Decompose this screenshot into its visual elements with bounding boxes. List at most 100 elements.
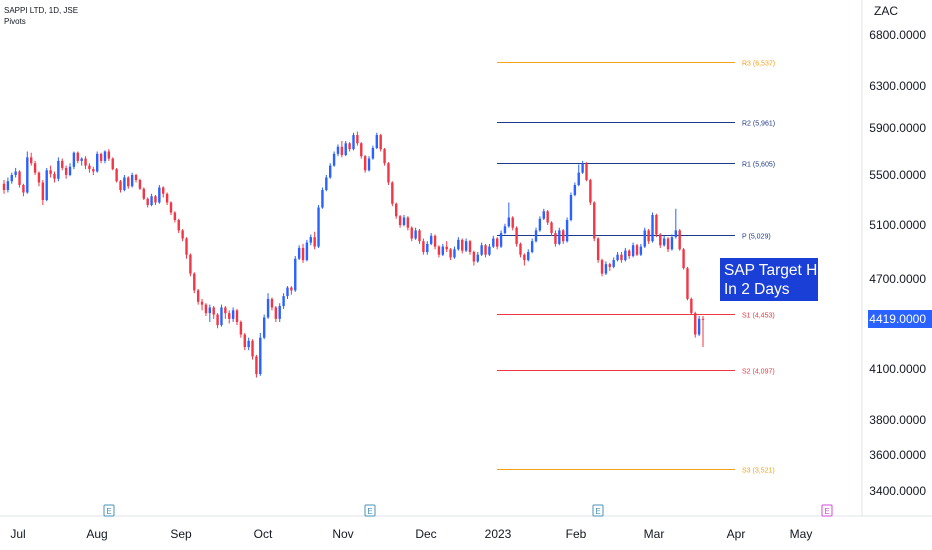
y-tick-label: 4100.0000 [869, 362, 926, 376]
candle-body [437, 246, 441, 255]
earnings-event-badge[interactable] [592, 504, 604, 517]
candle [453, 246, 456, 259]
candle-body [379, 135, 382, 150]
earnings-event-icon[interactable]: E [821, 504, 833, 517]
candle-body [259, 337, 262, 375]
candle-body [321, 190, 324, 208]
candle-body [53, 173, 56, 179]
earnings-event-badge[interactable] [364, 504, 376, 517]
candle-body [402, 217, 406, 225]
candle-body [624, 250, 627, 261]
candle [37, 171, 41, 187]
candle-body [457, 239, 460, 250]
candle [565, 217, 569, 243]
candle [515, 226, 518, 247]
candle [88, 163, 91, 173]
candle-body [29, 157, 33, 164]
candle [111, 157, 114, 171]
candle-body [659, 234, 662, 246]
candle-body [360, 143, 363, 157]
earnings-event-icon[interactable]: E [103, 504, 115, 517]
candle-body [375, 135, 379, 148]
candle [235, 308, 239, 326]
candle [41, 180, 45, 205]
pivot-label: R1 (5,605) [742, 162, 775, 169]
candle-body [488, 246, 491, 255]
candle-body [647, 230, 650, 242]
candle-body [593, 202, 596, 239]
candle-body [76, 152, 79, 161]
candle-body [154, 196, 157, 203]
candle [119, 180, 122, 193]
candle-body [348, 143, 351, 150]
x-tick-label: May [790, 527, 813, 541]
candle [550, 221, 553, 236]
candle-body [639, 246, 643, 255]
candle-body [274, 307, 278, 319]
candle [18, 170, 21, 188]
candle-body [573, 185, 577, 195]
candle-body [68, 166, 72, 175]
candle-body [49, 170, 52, 174]
candle [581, 160, 584, 174]
candle-body [414, 230, 417, 239]
candle-body [472, 252, 476, 262]
candle-body [270, 298, 274, 308]
candle-body [99, 153, 103, 161]
candle-body [305, 242, 309, 261]
candle-body [204, 304, 208, 314]
earnings-event-icon[interactable]: E [592, 504, 604, 517]
candle [57, 157, 60, 182]
last-price-label: 4419.0000 [869, 312, 926, 326]
candle [422, 238, 425, 255]
target-annotation: SAP Target Hit In 2 Days [720, 258, 825, 301]
candle-body [484, 245, 487, 255]
candle [674, 208, 678, 239]
candle-body [511, 217, 514, 228]
candle-body [464, 241, 468, 251]
candle-body [596, 238, 600, 261]
candle [682, 247, 685, 270]
candle-body [216, 314, 219, 326]
x-tick-label: Sep [170, 527, 192, 541]
candle [441, 243, 445, 257]
candle-body [515, 227, 518, 244]
y-tick-label: 5500.0000 [869, 168, 926, 182]
candle [123, 175, 126, 192]
candle [604, 261, 608, 275]
candle-body [503, 226, 507, 234]
earnings-event-icon[interactable]: E [364, 504, 376, 517]
earnings-event-badge[interactable] [103, 504, 115, 517]
candle-body [130, 175, 134, 187]
candle-body [461, 239, 464, 251]
candle [305, 239, 309, 262]
candle [651, 212, 654, 243]
candle [150, 193, 153, 207]
candle [367, 156, 371, 172]
candle-body [107, 151, 111, 159]
candle-body [243, 334, 246, 348]
candle-body [628, 250, 631, 257]
candle [22, 183, 25, 197]
candle-body [371, 147, 375, 159]
candle-body [655, 215, 658, 235]
pivot-label: S1 (4,453) [742, 313, 775, 320]
candle [158, 185, 161, 204]
candle [503, 223, 507, 235]
candle-body [569, 195, 573, 220]
candle-body [352, 135, 355, 150]
candle-body [383, 149, 386, 164]
candle-body [678, 230, 681, 250]
candle [534, 227, 538, 243]
candle [449, 247, 452, 261]
candle-body [41, 182, 45, 200]
candle-body [134, 175, 138, 180]
candle-body [546, 211, 549, 223]
candle [162, 186, 165, 198]
candle [220, 304, 223, 327]
earnings-event-badge[interactable] [821, 504, 833, 517]
candle [290, 286, 293, 295]
candle-body [600, 260, 604, 274]
candle [538, 216, 542, 232]
